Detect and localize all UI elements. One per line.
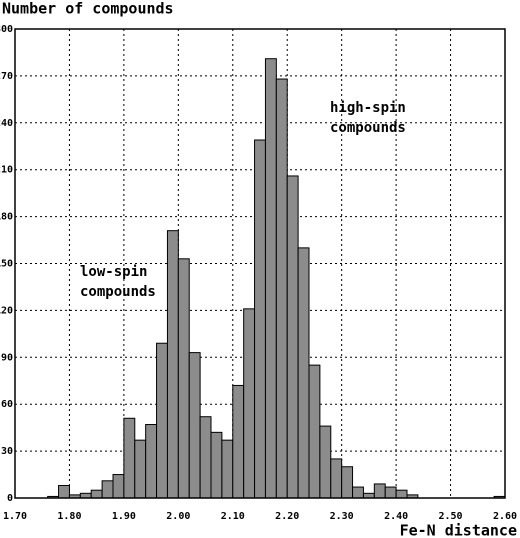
bar: [232, 384, 245, 499]
bar: [112, 474, 125, 499]
bar: [145, 424, 158, 499]
plot-frame: [14, 28, 506, 499]
bar: [156, 342, 168, 499]
bar: [308, 364, 321, 499]
bar: [330, 458, 343, 499]
y-tick-label: 270: [0, 71, 13, 82]
bar: [319, 425, 332, 499]
x-tick-label: 2.00: [166, 511, 190, 522]
bar: [341, 466, 354, 499]
x-axis-label: Fe-N distance: [400, 522, 517, 538]
bar: [123, 417, 136, 499]
bar: [373, 483, 386, 499]
bar: [254, 139, 266, 499]
y-tick-label: 90: [1, 352, 13, 363]
y-tick-label: 60: [1, 399, 13, 410]
bar: [210, 431, 223, 499]
y-tick-label: 0: [7, 493, 13, 504]
x-tick-label: 2.20: [275, 511, 299, 522]
y-tick-label: 150: [0, 259, 13, 270]
bar: [166, 230, 179, 499]
bar: [384, 486, 397, 499]
bar: [58, 484, 70, 499]
bar: [177, 258, 190, 499]
x-tick-label: 2.60: [493, 511, 517, 522]
annotation: compounds: [80, 284, 156, 300]
bar: [134, 439, 147, 499]
bar: [286, 175, 299, 499]
y-tick-label: 300: [0, 24, 13, 35]
bar: [101, 480, 114, 499]
x-tick-label: 2.40: [384, 511, 408, 522]
bar: [297, 247, 310, 499]
annotation: high-spin: [330, 100, 406, 116]
x-tick-label: 1.80: [57, 511, 81, 522]
bar: [188, 352, 201, 499]
y-tick-label: 210: [0, 165, 13, 176]
y-tick-label: 180: [0, 212, 13, 223]
y-tick-label: 30: [1, 446, 13, 457]
annotation: compounds: [330, 120, 406, 136]
x-tick-label: 1.70: [3, 511, 27, 522]
bar: [395, 489, 408, 499]
bar: [221, 439, 234, 499]
bar: [264, 58, 277, 499]
annotation: low-spin: [80, 264, 147, 280]
bar: [243, 308, 256, 499]
bar: [90, 489, 103, 499]
chart-title: Number of compounds: [2, 0, 174, 18]
y-tick-label: 240: [0, 118, 13, 129]
x-tick-label: 2.10: [221, 511, 245, 522]
x-tick-label: 2.50: [439, 511, 463, 522]
bar: [352, 486, 364, 499]
x-tick-label: 1.90: [112, 511, 136, 522]
bar: [275, 78, 288, 499]
x-tick-label: 2.30: [330, 511, 354, 522]
y-tick-label: 120: [0, 305, 13, 316]
bar: [199, 416, 212, 499]
